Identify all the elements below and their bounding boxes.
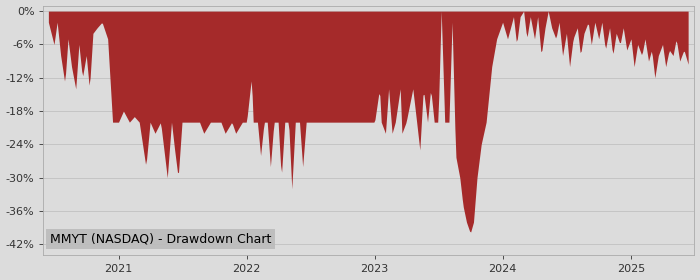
Text: MMYT (NASDAQ) - Drawdown Chart: MMYT (NASDAQ) - Drawdown Chart <box>50 232 272 246</box>
